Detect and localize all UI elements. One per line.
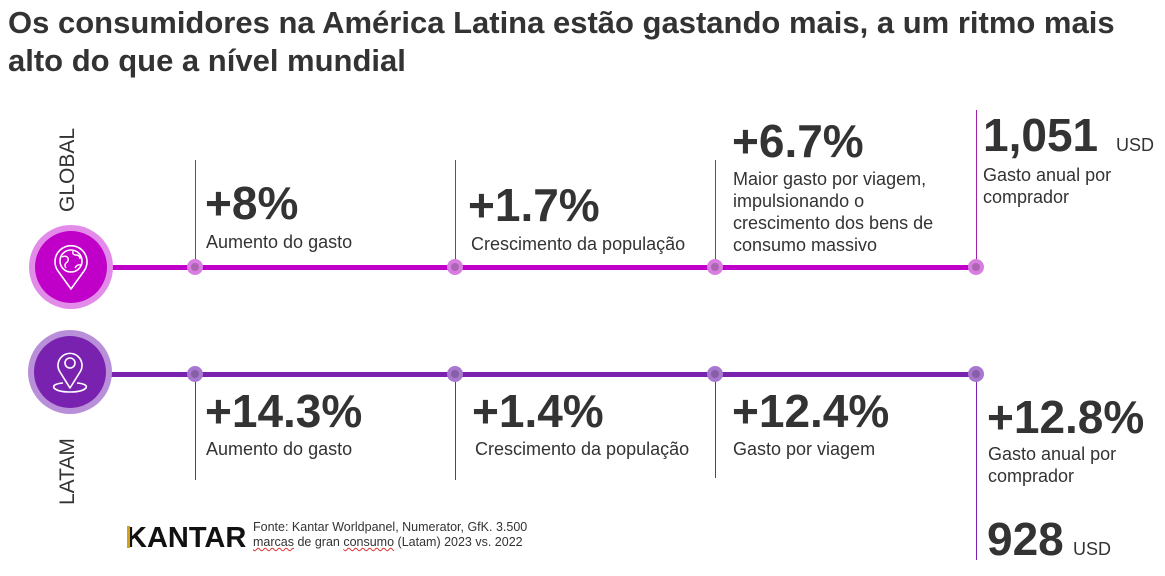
source-text: de gran bbox=[293, 535, 344, 549]
latam-icon-badge bbox=[28, 330, 112, 414]
source-line-2: marcas de gran consumo (Latam) 2023 vs. … bbox=[253, 535, 527, 550]
latam-stat-desc: Aumento do gasto bbox=[206, 439, 353, 459]
global-stat-value: +1.7% bbox=[468, 179, 600, 231]
logo-text: KANTAR bbox=[126, 522, 247, 554]
globe-pin-icon bbox=[54, 244, 88, 290]
global-dot-4 bbox=[968, 259, 984, 275]
latam-annual-amount: 928 bbox=[987, 513, 1064, 565]
latam-connector-3 bbox=[715, 374, 716, 478]
latam-stat-value: +14.3% bbox=[205, 385, 363, 437]
source-word: marcas bbox=[253, 535, 294, 549]
global-dot-3 bbox=[707, 259, 723, 275]
latam-dot-3 bbox=[707, 366, 723, 382]
global-connector-1 bbox=[195, 160, 196, 267]
global-timeline bbox=[100, 265, 980, 270]
latam-connector-2 bbox=[455, 374, 456, 480]
global-stat-desc: Maior gasto por viagem, impulsionando o … bbox=[733, 169, 934, 255]
latam-dot-4 bbox=[968, 366, 984, 382]
source-word: consumo bbox=[343, 535, 395, 549]
global-icon-badge bbox=[29, 225, 113, 309]
source-text: (Latam) 2023 vs. 2022 bbox=[394, 535, 523, 549]
latam-stat-desc: Gasto por viagem bbox=[733, 439, 876, 459]
latam-stat-value: +12.8% bbox=[987, 391, 1145, 443]
latam-label: LATAM bbox=[56, 438, 79, 505]
global-dot-2 bbox=[447, 259, 463, 275]
global-connector-3 bbox=[715, 160, 716, 267]
latam-dot-1 bbox=[187, 366, 203, 382]
latam-stat-desc: Gasto anual por comprador bbox=[988, 444, 1117, 486]
latam-connector-4 bbox=[976, 374, 977, 560]
global-connector-4 bbox=[976, 110, 977, 267]
latam-stat-desc: Crescimento da população bbox=[475, 439, 690, 459]
logo-accent bbox=[127, 526, 130, 548]
global-dot-1 bbox=[187, 259, 203, 275]
global-stat-value: +6.7% bbox=[732, 115, 864, 167]
location-pin-icon bbox=[52, 352, 88, 393]
latam-timeline bbox=[100, 372, 980, 377]
latam-stat-value: +12.4% bbox=[732, 385, 890, 437]
latam-connector-1 bbox=[195, 374, 196, 480]
source-line-1: Fonte: Kantar Worldpanel, Numerator, GfK… bbox=[253, 520, 528, 534]
global-label: GLOBAL bbox=[56, 127, 79, 212]
global-connector-2 bbox=[455, 160, 456, 267]
latam-annual-unit: USD bbox=[1073, 539, 1112, 559]
global-stat-value: +8% bbox=[205, 177, 299, 229]
global-stat-value: 1,051 bbox=[983, 109, 1099, 161]
source-note: Fonte: Kantar Worldpanel, Numerator, GfK… bbox=[253, 520, 527, 550]
global-stat-unit: USD bbox=[1116, 135, 1155, 155]
kantar-logo: KANTAR bbox=[126, 522, 246, 555]
latam-dot-2 bbox=[447, 366, 463, 382]
global-stat-desc: Crescimento da população bbox=[471, 234, 686, 254]
page-title: Os consumidores na América Latina estão … bbox=[8, 5, 1115, 78]
global-stat-desc: Gasto anual por comprador bbox=[983, 165, 1112, 207]
global-stat-desc: Aumento do gasto bbox=[206, 232, 353, 252]
latam-stat-value: +1.4% bbox=[472, 385, 604, 437]
